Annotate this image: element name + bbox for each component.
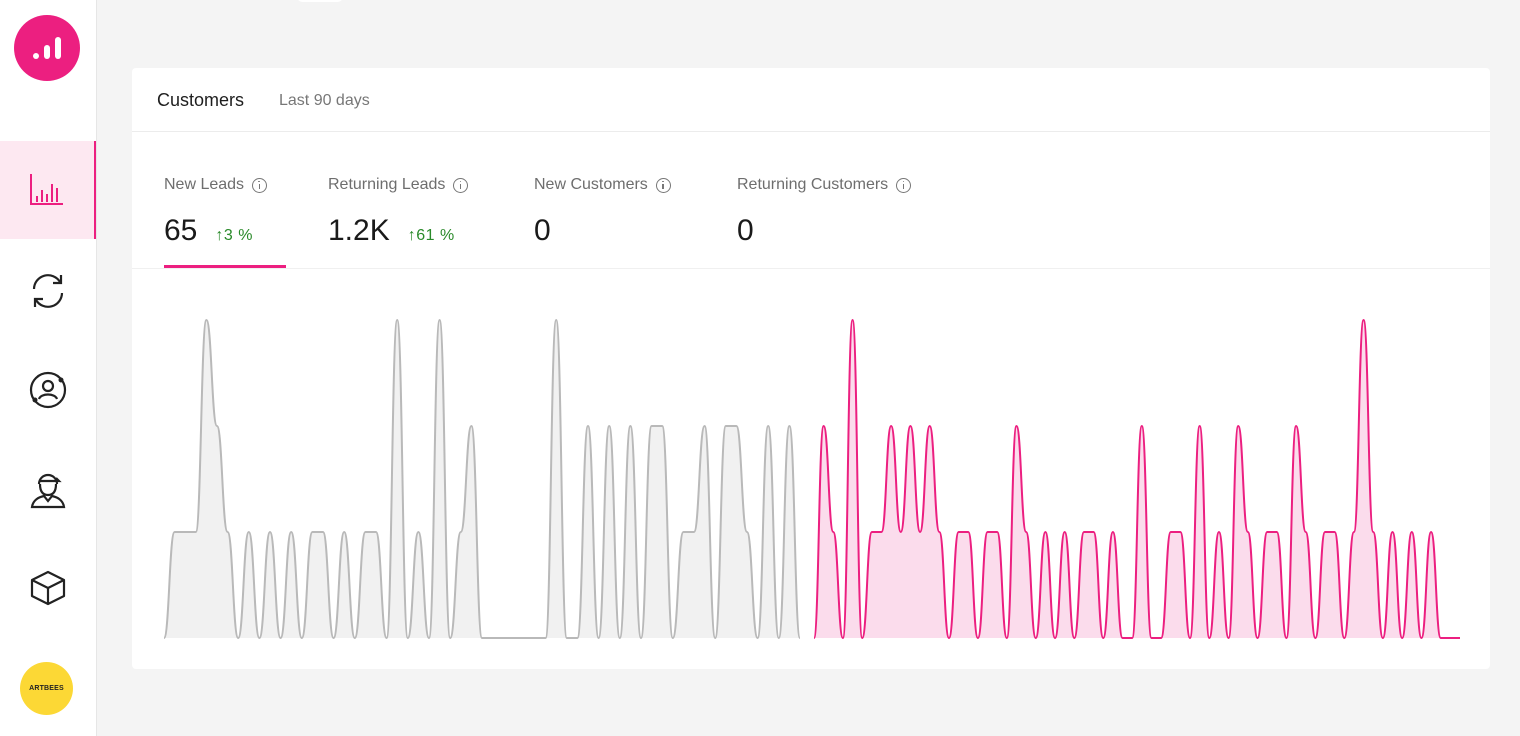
- current-period-line: [813, 318, 1460, 640]
- current-period-area: [814, 320, 1460, 638]
- bar-chart-icon: [30, 174, 63, 205]
- metric-returning-leads[interactable]: Returning Leads 1.2K ↑61 %: [328, 176, 469, 248]
- sidebar: ARTBEES: [0, 0, 97, 736]
- card-title: Customers: [157, 90, 245, 110]
- logo-bars-icon: [33, 37, 61, 59]
- metric-label: New Leads: [164, 176, 245, 193]
- app-logo[interactable]: [14, 15, 80, 81]
- info-icon[interactable]: [896, 177, 912, 193]
- top-tab-fragment: [296, 0, 344, 2]
- sidebar-item-sync[interactable]: [0, 242, 96, 340]
- metric-change: ↑61 %: [407, 227, 455, 244]
- agent-icon: [30, 473, 66, 509]
- metric-label: Returning Leads: [328, 176, 446, 193]
- metric-label: Returning Customers: [737, 176, 889, 193]
- previous-period-line: [163, 318, 801, 640]
- metric-value: 0: [534, 214, 551, 247]
- selected-metric-indicator: [164, 265, 286, 268]
- sidebar-item-contacts[interactable]: [0, 341, 96, 439]
- brand-label: ARTBEES: [29, 685, 64, 692]
- metrics-divider: [132, 268, 1490, 269]
- leads-chart: [163, 318, 1460, 640]
- sidebar-item-products[interactable]: [0, 539, 96, 637]
- sidebar-item-support[interactable]: [0, 440, 96, 538]
- box-icon: [30, 570, 66, 606]
- metric-returning-customers[interactable]: Returning Customers 0: [737, 176, 912, 248]
- metric-change: ↑3 %: [215, 227, 253, 244]
- user-circle-icon: [29, 371, 67, 409]
- metric-value: 65: [164, 214, 198, 247]
- card-header: Customers Last 90 days: [132, 68, 1490, 132]
- metric-new-customers[interactable]: New Customers 0: [534, 176, 671, 248]
- info-icon[interactable]: [655, 177, 671, 193]
- info-icon[interactable]: [453, 177, 469, 193]
- sidebar-item-analytics[interactable]: [0, 141, 96, 239]
- brand-avatar[interactable]: ARTBEES: [20, 662, 73, 715]
- info-icon[interactable]: [252, 177, 268, 193]
- metric-value: 1.2K: [328, 214, 390, 247]
- card-subtitle: Last 90 days: [279, 92, 370, 109]
- customers-card: Customers Last 90 days New Leads 65 ↑3 %…: [132, 68, 1490, 669]
- metric-value: 0: [737, 214, 754, 247]
- previous-period-area: [164, 320, 800, 638]
- metric-label: New Customers: [534, 176, 648, 193]
- metric-new-leads[interactable]: New Leads 65 ↑3 %: [164, 176, 268, 248]
- refresh-icon: [32, 274, 64, 308]
